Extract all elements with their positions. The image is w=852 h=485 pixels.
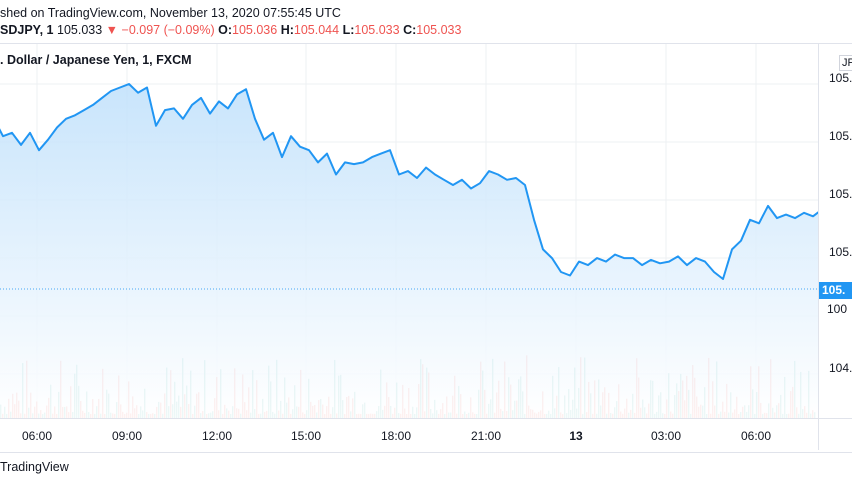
x-tick-label: 15:00 — [290, 429, 322, 443]
y-tick-label: 104. — [829, 361, 852, 375]
low-label: L: — [342, 23, 355, 37]
chart-header: shed on TradingView.com, November 13, 20… — [0, 0, 852, 44]
y-tick-label: 105. — [829, 129, 852, 143]
time-axis[interactable]: 06:00 09:00 12:00 15:00 18:00 21:00 13 0… — [0, 418, 852, 450]
y-tick-label: 105. — [829, 71, 852, 85]
price-chart[interactable] — [0, 44, 818, 418]
chart-area[interactable]: . Dollar / Japanese Yen, 1, FXCM JP 105.… — [0, 44, 852, 450]
price-label-secondary: 100 — [827, 302, 848, 316]
y-tick-label: 105. — [829, 245, 852, 259]
x-tick-label: 21:00 — [470, 429, 502, 443]
close-value: 105.033 — [416, 23, 462, 37]
price-area — [0, 84, 818, 418]
quote-line: SDJPY, 1 105.033 ▼ −0.097 (−0.09%) O:105… — [0, 23, 461, 37]
y-tick-label: 105. — [829, 187, 852, 201]
change-value: −0.097 (−0.09%) — [121, 23, 215, 37]
x-tick-label: 06:00 — [740, 429, 772, 443]
x-tick-label: 18:00 — [380, 429, 412, 443]
symbol-label[interactable]: SDJPY, 1 — [0, 23, 54, 37]
legend-title: . Dollar / Japanese Yen, 1, FXCM — [0, 53, 192, 67]
published-note: shed on TradingView.com, November 13, 20… — [0, 6, 341, 20]
price-axis[interactable] — [818, 44, 852, 450]
price-line — [0, 83, 818, 280]
currency-label: JP — [839, 55, 852, 71]
change-arrow-icon: ▼ — [105, 23, 119, 37]
x-tick-label: 03:00 — [650, 429, 682, 443]
open-value: 105.036 — [232, 23, 278, 37]
high-value: 105.044 — [293, 23, 340, 37]
x-tick-label: 13 — [569, 429, 583, 443]
last-price: 105.033 — [57, 23, 103, 37]
x-tick-label: 06:00 — [21, 429, 53, 443]
close-label: C: — [403, 23, 417, 37]
last-price-badge: 105. — [819, 282, 852, 299]
x-tick-label: 12:00 — [201, 429, 233, 443]
footer: TradingView — [0, 452, 852, 485]
x-tick-label: 09:00 — [111, 429, 143, 443]
tradingview-brand[interactable]: TradingView — [0, 460, 69, 474]
high-label: H: — [280, 23, 294, 37]
low-value: 105.033 — [354, 23, 400, 37]
open-label: O: — [218, 23, 233, 37]
